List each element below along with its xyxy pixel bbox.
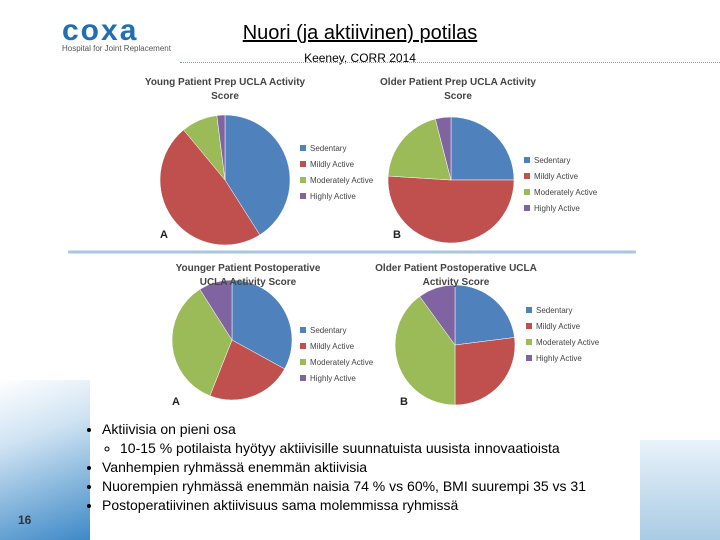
legend-swatch (300, 359, 306, 365)
pie-slice (387, 175, 515, 244)
pie-slice (216, 114, 226, 181)
bullet-text: Postoperatiivinen aktiivisuus sama molem… (102, 497, 459, 513)
legend-label: Sedentary (310, 144, 346, 153)
legend-swatch (526, 323, 532, 329)
pie-slice (387, 118, 452, 181)
slide-subtitle: Keeney, CORR 2014 (304, 51, 416, 65)
divider (180, 62, 720, 63)
chart-title: Younger Patient Postoperative UCLA Activ… (175, 263, 321, 288)
pie-slice (435, 116, 452, 181)
decoration (0, 380, 90, 540)
pie-slice (454, 337, 516, 406)
sub-bullet: 10-15 % potilaista hyötyy aktiivisille s… (120, 439, 586, 458)
legend-label: Mildly Active (310, 342, 355, 351)
bullet-text: Vanhempien ryhmässä enemmän aktiivisia (102, 459, 368, 475)
building-image (640, 440, 720, 540)
legend-label: Moderately Active (310, 358, 374, 367)
page-number: 16 (18, 513, 32, 527)
legend-label: Sedentary (536, 306, 572, 315)
pie-slice (231, 279, 293, 370)
bullet: Aktiivisia on pieni osa 10-15 % potilais… (102, 420, 586, 458)
bullet-list: Aktiivisia on pieni osa 10-15 % potilais… (84, 420, 586, 515)
legend-swatch (300, 161, 306, 167)
legend-swatch (300, 193, 306, 199)
legend-swatch (300, 145, 306, 151)
panel-label: A (172, 396, 180, 408)
legend-label: Moderately Active (536, 338, 600, 347)
panel-label: B (400, 396, 408, 408)
pie-slice (199, 279, 233, 341)
legend-label: Highly Active (310, 192, 356, 201)
legend-swatch (524, 205, 530, 211)
chart-title: Older Patient Prep UCLA Activity Score (380, 77, 536, 102)
bullet-text: Nuorempien ryhmässä enemmän naisia 74 % … (102, 478, 586, 494)
legend-label: Moderately Active (310, 176, 374, 185)
pie-slice (394, 296, 456, 406)
slide-title: Nuori (ja aktiivinen) potilas (242, 22, 478, 44)
logo-tagline: Hospital for Joint Replacement (62, 44, 171, 53)
pie-slice (450, 116, 515, 181)
charts: Sedentary Mildly Active Moderately Active H… (68, 114, 636, 408)
legend-swatch (524, 189, 530, 195)
legend-swatch (526, 355, 532, 361)
logo: coxa (62, 14, 139, 47)
legend-swatch (300, 177, 306, 183)
panel-label: A (160, 229, 168, 241)
pie-slice (159, 129, 261, 246)
pie-slice (419, 284, 456, 346)
legend-swatch (524, 173, 530, 179)
bullet-text: Aktiivisia on pieni osa (102, 421, 236, 437)
chart-title: Older Patient Postoperative UCLA Activit… (375, 263, 537, 288)
bullet: Nuorempien ryhmässä enemmän naisia 74 % … (102, 477, 586, 496)
legend-swatch (300, 327, 306, 333)
legend-label: Sedentary (310, 326, 346, 335)
panel-label: B (393, 229, 401, 241)
pie-slice (454, 284, 515, 346)
legend-label: Mildly Active (536, 322, 581, 331)
bullet-text: 10-15 % potilaista hyötyy aktiivisille s… (120, 440, 560, 456)
legend-swatch (526, 339, 532, 345)
legend-label: Highly Active (534, 204, 580, 213)
bullet: Postoperatiivinen aktiivisuus sama molem… (102, 496, 586, 515)
legend-label: Mildly Active (310, 160, 355, 169)
chart-title: Young Patient Prep UCLA Activity Score (144, 77, 306, 102)
legend-swatch (300, 343, 306, 349)
pie-slice (209, 339, 285, 401)
legend-label: Highly Active (310, 374, 356, 383)
legend-swatch (526, 307, 532, 313)
legend-label: Highly Active (536, 354, 582, 363)
pie-slice (224, 114, 291, 236)
legend-label: Mildly Active (534, 172, 579, 181)
legend-swatch (524, 157, 530, 163)
pie-slice (171, 288, 233, 397)
legend-label: Moderately Active (534, 188, 598, 197)
bullet: Vanhempien ryhmässä enemmän aktiivisia (102, 458, 586, 477)
legend-swatch (300, 375, 306, 381)
legend-label: Sedentary (534, 156, 570, 165)
